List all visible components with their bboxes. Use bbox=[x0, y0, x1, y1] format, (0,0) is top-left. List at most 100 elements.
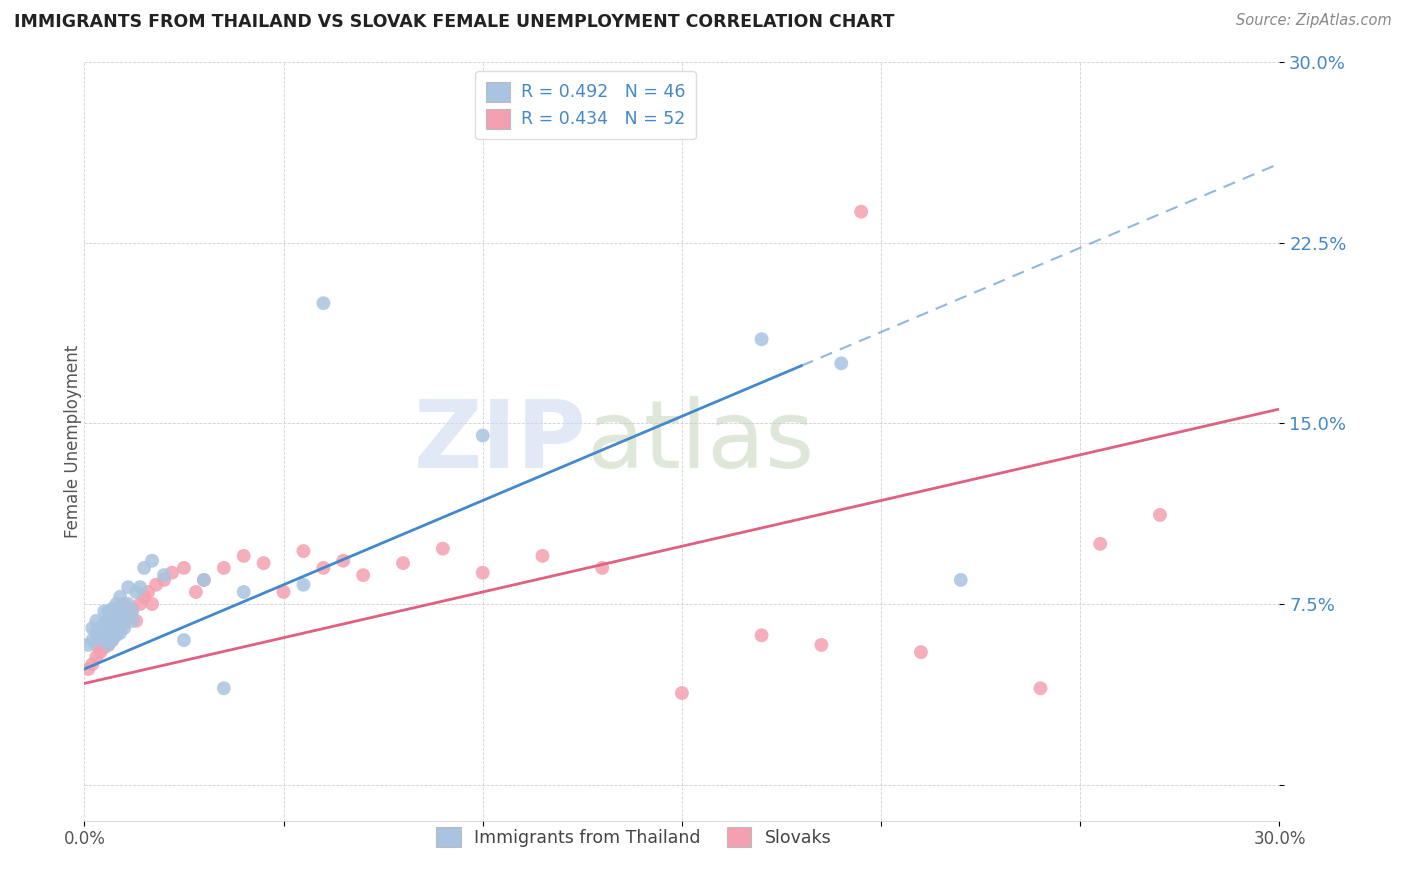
Point bbox=[117, 597, 139, 611]
Point bbox=[89, 633, 111, 648]
Point bbox=[82, 621, 104, 635]
Point bbox=[93, 628, 115, 642]
Point bbox=[97, 638, 120, 652]
Point bbox=[531, 549, 554, 563]
Point bbox=[212, 681, 235, 696]
Point bbox=[101, 621, 124, 635]
Point bbox=[105, 616, 128, 631]
Point bbox=[591, 561, 613, 575]
Point bbox=[1029, 681, 1052, 696]
Point bbox=[136, 585, 159, 599]
Point bbox=[112, 621, 135, 635]
Text: IMMIGRANTS FROM THAILAND VS SLOVAK FEMALE UNEMPLOYMENT CORRELATION CHART: IMMIGRANTS FROM THAILAND VS SLOVAK FEMAL… bbox=[14, 13, 894, 31]
Point bbox=[89, 621, 111, 635]
Point bbox=[93, 628, 115, 642]
Point bbox=[292, 544, 315, 558]
Point bbox=[93, 616, 115, 631]
Point bbox=[112, 616, 135, 631]
Point bbox=[129, 580, 152, 594]
Point bbox=[101, 633, 124, 648]
Y-axis label: Female Unemployment: Female Unemployment bbox=[65, 345, 82, 538]
Point bbox=[173, 561, 195, 575]
Point bbox=[125, 585, 148, 599]
Point bbox=[97, 614, 120, 628]
Point bbox=[1090, 537, 1112, 551]
Point bbox=[432, 541, 454, 556]
Point bbox=[97, 638, 120, 652]
Point bbox=[173, 633, 195, 648]
Point bbox=[129, 597, 152, 611]
Point bbox=[77, 638, 100, 652]
Point bbox=[153, 568, 176, 582]
Point bbox=[312, 561, 335, 575]
Point bbox=[86, 638, 108, 652]
Point bbox=[112, 609, 135, 624]
Point bbox=[105, 609, 128, 624]
Point bbox=[110, 621, 132, 635]
Point bbox=[132, 590, 156, 604]
Point bbox=[145, 578, 167, 592]
Text: atlas: atlas bbox=[586, 395, 814, 488]
Point bbox=[253, 556, 276, 570]
Point bbox=[110, 602, 132, 616]
Point bbox=[89, 645, 111, 659]
Point bbox=[153, 573, 176, 587]
Point bbox=[121, 614, 143, 628]
Point bbox=[160, 566, 183, 580]
Point bbox=[132, 561, 156, 575]
Point bbox=[101, 614, 124, 628]
Point bbox=[86, 650, 108, 665]
Point bbox=[392, 556, 415, 570]
Point bbox=[332, 554, 354, 568]
Point bbox=[312, 296, 335, 310]
Point bbox=[810, 638, 832, 652]
Point bbox=[105, 597, 128, 611]
Point bbox=[97, 626, 120, 640]
Text: Source: ZipAtlas.com: Source: ZipAtlas.com bbox=[1236, 13, 1392, 29]
Point bbox=[471, 428, 494, 442]
Text: ZIP: ZIP bbox=[413, 395, 586, 488]
Point bbox=[751, 332, 773, 346]
Point bbox=[86, 614, 108, 628]
Point bbox=[117, 580, 139, 594]
Point bbox=[117, 609, 139, 624]
Point bbox=[105, 626, 128, 640]
Point bbox=[352, 568, 374, 582]
Point bbox=[1149, 508, 1171, 522]
Point bbox=[949, 573, 972, 587]
Point bbox=[77, 662, 100, 676]
Point bbox=[121, 604, 143, 618]
Point bbox=[751, 628, 773, 642]
Point bbox=[141, 554, 163, 568]
Point bbox=[471, 566, 494, 580]
Legend: Immigrants from Thailand, Slovaks: Immigrants from Thailand, Slovaks bbox=[426, 816, 842, 857]
Point bbox=[97, 604, 120, 618]
Point bbox=[82, 633, 104, 648]
Point bbox=[830, 356, 852, 370]
Point bbox=[125, 614, 148, 628]
Point bbox=[101, 602, 124, 616]
Point bbox=[86, 626, 108, 640]
Point bbox=[193, 573, 215, 587]
Point bbox=[193, 573, 215, 587]
Point bbox=[910, 645, 932, 659]
Point bbox=[112, 597, 135, 611]
Point bbox=[110, 590, 132, 604]
Point bbox=[292, 578, 315, 592]
Point bbox=[93, 640, 115, 655]
Point bbox=[105, 628, 128, 642]
Point bbox=[82, 657, 104, 672]
Point bbox=[89, 633, 111, 648]
Point bbox=[232, 585, 254, 599]
Point bbox=[110, 602, 132, 616]
Point bbox=[101, 633, 124, 648]
Point bbox=[101, 616, 124, 631]
Point bbox=[97, 621, 120, 635]
Point bbox=[212, 561, 235, 575]
Point bbox=[121, 602, 143, 616]
Point bbox=[232, 549, 254, 563]
Point bbox=[110, 614, 132, 628]
Point bbox=[93, 604, 115, 618]
Point bbox=[851, 204, 873, 219]
Point bbox=[141, 597, 163, 611]
